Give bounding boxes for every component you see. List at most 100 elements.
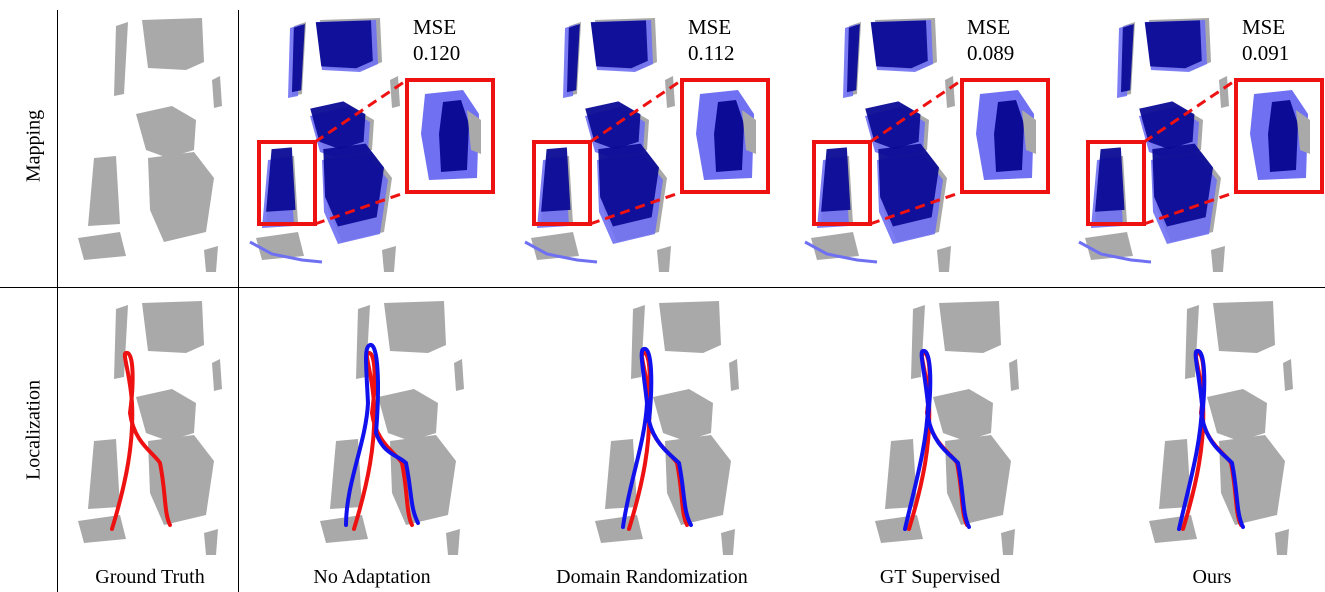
- map-building-gt: [382, 246, 396, 272]
- loc-building: [1219, 435, 1285, 525]
- column-label-ours: Ours: [1192, 566, 1232, 588]
- map-building-pred-dark: [585, 101, 641, 150]
- map-building-pred-dark: [865, 101, 921, 150]
- zoom-detail-dark: [714, 100, 744, 172]
- loc-building: [1149, 515, 1197, 543]
- zoom-detail-gray: [467, 110, 481, 154]
- localization-panel-ours: [1135, 293, 1295, 563]
- zoom-detail-dark: [994, 100, 1024, 172]
- loc-building: [945, 435, 1011, 525]
- zoom-connector-bottom: [1143, 190, 1237, 226]
- loc-building: [378, 389, 438, 441]
- zoom-source-box: [257, 140, 317, 226]
- map-building-pred-dark: [1095, 147, 1125, 212]
- mse-no-adaptation: MSE 0.120: [413, 14, 460, 66]
- zoom-callout-domain-randomization: [532, 54, 772, 234]
- map-building-gt: [148, 152, 214, 242]
- map-building-pred-dark: [1121, 24, 1134, 93]
- map-building-pred-dark: [847, 24, 860, 93]
- loc-building: [1001, 529, 1015, 555]
- mse-value: 0.112: [688, 41, 735, 65]
- map-building-pred-dark: [292, 24, 305, 93]
- loc-building: [653, 389, 713, 441]
- map-building-pred-dark: [567, 24, 580, 93]
- loc-building: [875, 515, 923, 543]
- map-building-pred-dark: [315, 20, 373, 69]
- column-label-ground-truth: Ground Truth: [95, 566, 205, 588]
- mapping-panel-gt-supervised: [797, 10, 957, 280]
- loc-building: [212, 359, 222, 391]
- loc-building: [384, 301, 446, 353]
- map-building-pred-dark: [266, 147, 296, 212]
- loc-building: [933, 389, 993, 441]
- mse-domain-randomization: MSE 0.112: [688, 14, 734, 66]
- map-building-gt: [665, 76, 675, 108]
- trajectory-estimated: [1177, 349, 1245, 531]
- row-divider: [0, 287, 1325, 288]
- mse-title: MSE: [1242, 15, 1286, 39]
- zoom-connector-top: [1143, 78, 1237, 144]
- loc-building: [320, 515, 368, 543]
- loc-building: [204, 529, 218, 555]
- map-noise-pred: [1078, 240, 1152, 264]
- mse-value: 0.120: [413, 41, 461, 65]
- map-building-pred-dark: [1139, 101, 1195, 150]
- zoom-callout-ours: [1086, 54, 1325, 234]
- loc-building: [142, 301, 204, 353]
- map-building-gt: [114, 22, 128, 96]
- map-building-pred-dark: [1144, 20, 1202, 69]
- loc-building: [454, 359, 464, 391]
- map-building-gt: [1211, 246, 1225, 272]
- loc-building: [659, 301, 721, 353]
- trajectory-estimated: [903, 349, 971, 531]
- mse-title: MSE: [413, 15, 457, 39]
- column-label-domain-randomization: Domain Randomization: [556, 566, 748, 588]
- zoom-connector-top: [314, 78, 408, 144]
- loc-building: [136, 389, 196, 441]
- zoom-detail-gray: [742, 110, 756, 154]
- mapping-panel-domain-randomization: [517, 10, 677, 280]
- mse-title: MSE: [688, 15, 732, 39]
- map-building-gt: [204, 246, 218, 272]
- zoom-connector-bottom: [589, 190, 683, 226]
- map-building-gt: [390, 76, 400, 108]
- mse-gt-supervised: MSE 0.089: [967, 14, 1014, 66]
- loc-building: [1213, 301, 1275, 353]
- map-building-gt: [136, 106, 196, 158]
- zoom-connector-bottom: [314, 190, 408, 226]
- loc-building: [885, 439, 917, 509]
- mse-ours: MSE 0.091: [1242, 14, 1289, 66]
- map-building-gt: [78, 232, 126, 260]
- loc-building: [1207, 389, 1267, 441]
- map-noise-pred: [249, 240, 323, 264]
- zoom-detail-dark: [439, 100, 469, 172]
- localization-panel-no-adaptation: [306, 293, 466, 563]
- map-noise-pred: [804, 240, 878, 264]
- column-label-no-adaptation: No Adaptation: [313, 566, 431, 588]
- localization-panel-ground-truth: [64, 293, 224, 563]
- zoom-detail-dark: [1268, 100, 1298, 172]
- zoom-connector-top: [869, 78, 963, 144]
- map-building-gt: [937, 246, 951, 272]
- zoom-connector-bottom: [869, 190, 963, 226]
- loc-building: [446, 529, 460, 555]
- zoom-connector-top: [589, 78, 683, 144]
- trajectory-ground-truth: [352, 351, 414, 531]
- map-building-pred-dark: [590, 20, 648, 69]
- map-building-pred-dark: [541, 147, 571, 212]
- loc-building: [729, 359, 739, 391]
- localization-panel-domain-randomization: [581, 293, 741, 563]
- ground-truth-divider: [238, 10, 239, 592]
- mapping-panel-ground-truth: [64, 10, 224, 280]
- loc-building: [78, 515, 126, 543]
- map-building-gt: [212, 76, 222, 108]
- localization-panel-gt-supervised: [861, 293, 1021, 563]
- map-noise-pred: [524, 240, 598, 264]
- map-building-gt: [657, 246, 671, 272]
- loc-building: [595, 515, 643, 543]
- map-building-pred-dark: [870, 20, 928, 69]
- map-building-gt: [945, 76, 955, 108]
- map-building-gt: [1219, 76, 1229, 108]
- trajectory-estimated: [344, 343, 420, 527]
- column-label-gt-supervised: GT Supervised: [879, 566, 1001, 588]
